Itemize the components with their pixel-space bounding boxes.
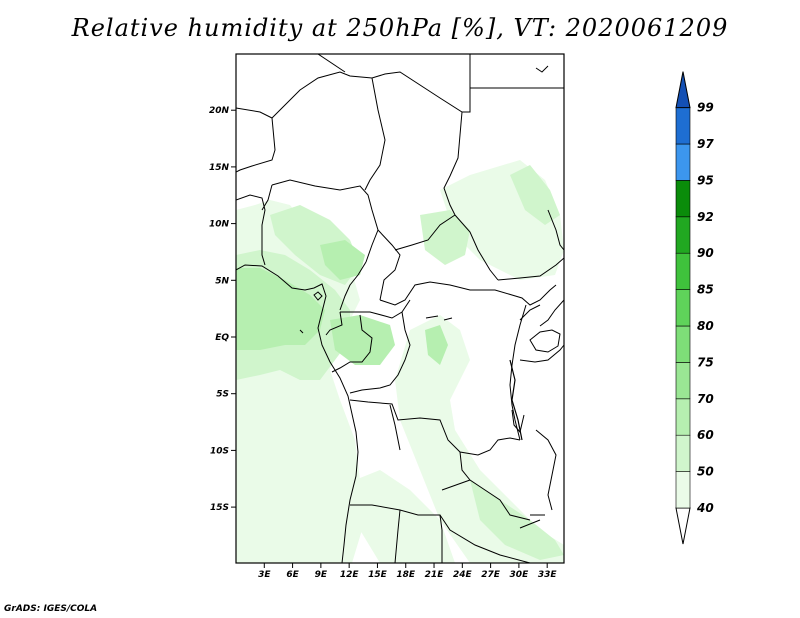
colorbar-segment: [675, 471, 691, 509]
rh-region-high-gabon: [330, 315, 395, 365]
lon-tick-label: 9E: [315, 570, 328, 580]
colorbar-label: 97: [697, 137, 714, 151]
rh-region-light-central: [395, 315, 564, 563]
lon-tick-label: 12E: [340, 570, 360, 580]
colorbar-segment: [675, 398, 691, 436]
lon-tick-label: 27E: [481, 570, 501, 580]
lat-tick-label: 10S: [210, 446, 229, 456]
colorbar-segment: [675, 216, 691, 254]
lon-tick-label: 24E: [453, 570, 473, 580]
latitude-axis: 20N 15N 10N 5N EQ 5S 10S 15S: [209, 106, 236, 513]
colorbar-segment: [675, 143, 691, 181]
lon-tick-label: 6E: [286, 570, 299, 580]
colorbar-segment: [675, 107, 691, 145]
lon-tick-label: 15E: [368, 570, 388, 580]
rh-region-mid-ne: [420, 210, 470, 265]
colorbar-segment: [675, 325, 691, 363]
rh-region-mid-se: [470, 480, 564, 560]
rh-region-high-coast: [236, 268, 325, 350]
colorbar-label: 50: [697, 465, 714, 479]
colorbar-lower-extension: [675, 507, 691, 545]
colorbar-segment: [675, 180, 691, 218]
lon-tick-label: 21E: [425, 570, 445, 580]
lon-tick-label: 33E: [538, 570, 558, 580]
colorbar-label: 80: [697, 319, 714, 333]
lon-tick-label: 30E: [510, 570, 530, 580]
colorbar-label: 75: [697, 355, 714, 369]
colorbar-label: 85: [697, 283, 714, 297]
colorbar-label: 60: [697, 428, 714, 442]
map-frame: [235, 53, 565, 564]
colorbar-segment: [675, 289, 691, 327]
rh-region-high-central: [425, 325, 448, 365]
colorbar-label: 90: [697, 246, 714, 260]
colorbar-segment: [675, 434, 691, 472]
lon-tick-label: 18E: [396, 570, 416, 580]
colorbar-label: 92: [697, 210, 714, 224]
rh-region-light-south: [355, 470, 455, 563]
country-borders: [236, 54, 564, 563]
colorbar-upper-extension: [675, 71, 691, 109]
lat-tick-label: 5S: [216, 390, 229, 400]
longitude-axis: 3E 6E 9E 12E 15E 18E 21E 24E 27E 30E 33E: [258, 563, 557, 580]
chart-title: Relative humidity at 250hPa [%], VT: 202…: [71, 14, 729, 42]
lat-tick-label: 15N: [209, 163, 230, 173]
colorbar-segment: [675, 252, 691, 290]
lat-tick-label: 20N: [209, 106, 230, 116]
grads-credit: GrADS: IGES/COLA: [4, 604, 98, 614]
colorbar-label: 70: [697, 392, 714, 406]
colorbar-segment: [675, 362, 691, 400]
colorbar-label: 95: [697, 173, 714, 187]
humidity-shading: [236, 160, 564, 563]
lat-tick-label: 10N: [209, 220, 230, 230]
colorbar: 40 50 60 70 75 80 85 90 92 95 97 99: [675, 71, 714, 545]
colorbar-label: 40: [696, 501, 714, 515]
rh-region-mid-east: [510, 165, 560, 225]
lat-tick-label: 5N: [215, 276, 229, 286]
lat-tick-label: 15S: [210, 503, 229, 513]
lon-tick-label: 3E: [258, 570, 271, 580]
rh-region-high-north: [320, 240, 365, 280]
colorbar-label: 99: [697, 101, 714, 115]
lat-tick-label: EQ: [215, 333, 229, 343]
